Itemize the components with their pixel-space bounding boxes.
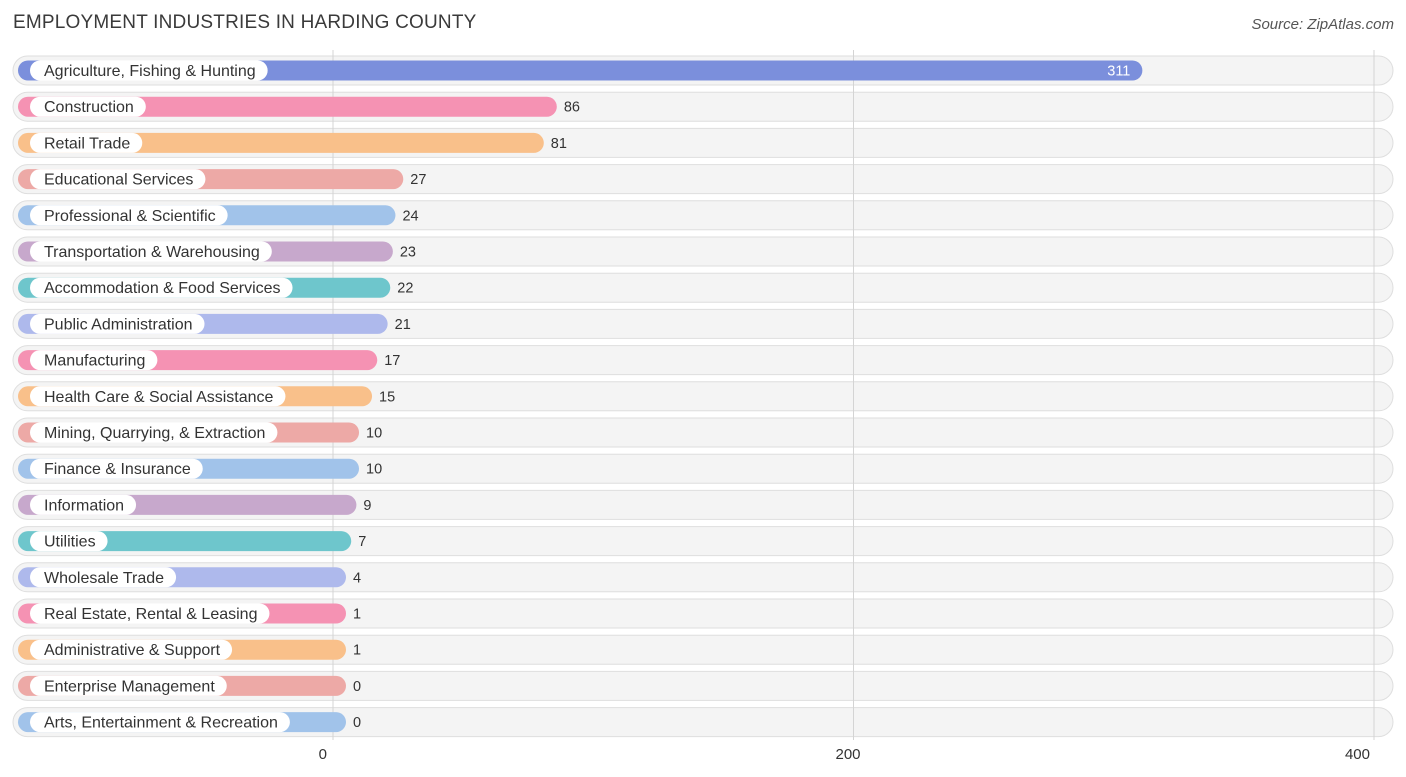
label-pill (30, 96, 146, 117)
row-background (12, 562, 1394, 593)
bar-value: 1 (353, 607, 361, 623)
row-background (12, 707, 1394, 738)
bar-label: Manufacturing (44, 353, 145, 370)
bar-label: Mining, Quarrying, & Extraction (44, 425, 265, 442)
bar-label: Public Administration (44, 316, 193, 333)
bar-value: 0 (353, 715, 361, 731)
label-pill (30, 277, 293, 298)
label-pill (30, 386, 286, 407)
label-pill (30, 132, 143, 153)
bar-label: Utilities (44, 534, 96, 551)
bar-label: Accommodation & Food Services (44, 280, 281, 297)
bar-value: 24 (402, 208, 418, 224)
row-background (12, 634, 1394, 665)
bar-value: 1 (353, 643, 361, 659)
bar-value: 9 (363, 498, 371, 514)
bar-value: 22 (397, 281, 413, 297)
bar-label: Finance & Insurance (44, 461, 191, 478)
bar-value: 10 (366, 426, 382, 442)
row-background (12, 489, 1394, 520)
label-pill (30, 639, 233, 660)
row-background (12, 670, 1394, 701)
bar-label: Professional & Scientific (44, 208, 216, 225)
bar-label: Information (44, 497, 124, 514)
bar-label: Transportation & Warehousing (44, 244, 260, 261)
bar-value: 81 (551, 136, 567, 152)
bar-label: Enterprise Management (44, 678, 215, 695)
bar-label: Retail Trade (44, 135, 130, 152)
bar-label: Administrative & Support (44, 642, 221, 659)
label-pill (30, 60, 268, 81)
bar-value: 311 (1107, 64, 1130, 80)
bar-value: 86 (564, 100, 580, 116)
label-pill (30, 675, 227, 696)
chart-title: EMPLOYMENT INDUSTRIES IN HARDING COUNTY (13, 12, 477, 33)
row-background (12, 417, 1394, 448)
bar-value: 23 (400, 245, 416, 261)
bar-value: 7 (358, 534, 366, 550)
bar-label: Wholesale Trade (44, 570, 164, 587)
row-background (12, 598, 1394, 629)
label-pill (30, 205, 228, 226)
x-tick-label: 0 (319, 746, 327, 763)
label-pill (30, 313, 205, 334)
bar-value: 4 (353, 570, 361, 586)
bar-label: Real Estate, Rental & Leasing (44, 606, 257, 623)
label-pill (30, 567, 177, 588)
label-pill (30, 531, 108, 552)
bar (18, 132, 544, 153)
x-tick-label: 400 (1345, 746, 1370, 763)
bar-value: 21 (395, 317, 411, 333)
source-label: Source: ZipAtlas.com (1251, 16, 1394, 33)
label-pill (30, 712, 290, 733)
label-pill (30, 422, 278, 443)
bar-label: Health Care & Social Assistance (44, 389, 274, 406)
bar-value: 27 (410, 172, 426, 188)
bar-label: Agriculture, Fishing & Hunting (44, 63, 256, 80)
bar-label: Arts, Entertainment & Recreation (44, 715, 278, 732)
row-background (12, 526, 1394, 557)
label-pill (30, 603, 270, 624)
label-pill (30, 241, 272, 262)
bar-value: 15 (379, 389, 395, 405)
bar-value: 10 (366, 462, 382, 478)
bar-label: Construction (44, 99, 134, 116)
label-pill (30, 458, 203, 479)
bar (18, 60, 1143, 81)
label-pill (30, 350, 158, 371)
label-pill (30, 169, 206, 190)
bar-label: Educational Services (44, 172, 193, 189)
row-background (12, 453, 1394, 484)
bar (18, 96, 557, 117)
x-tick-label: 200 (836, 746, 861, 763)
bar-value: 17 (384, 353, 400, 369)
bar-value: 0 (353, 679, 361, 695)
label-pill (30, 494, 137, 515)
